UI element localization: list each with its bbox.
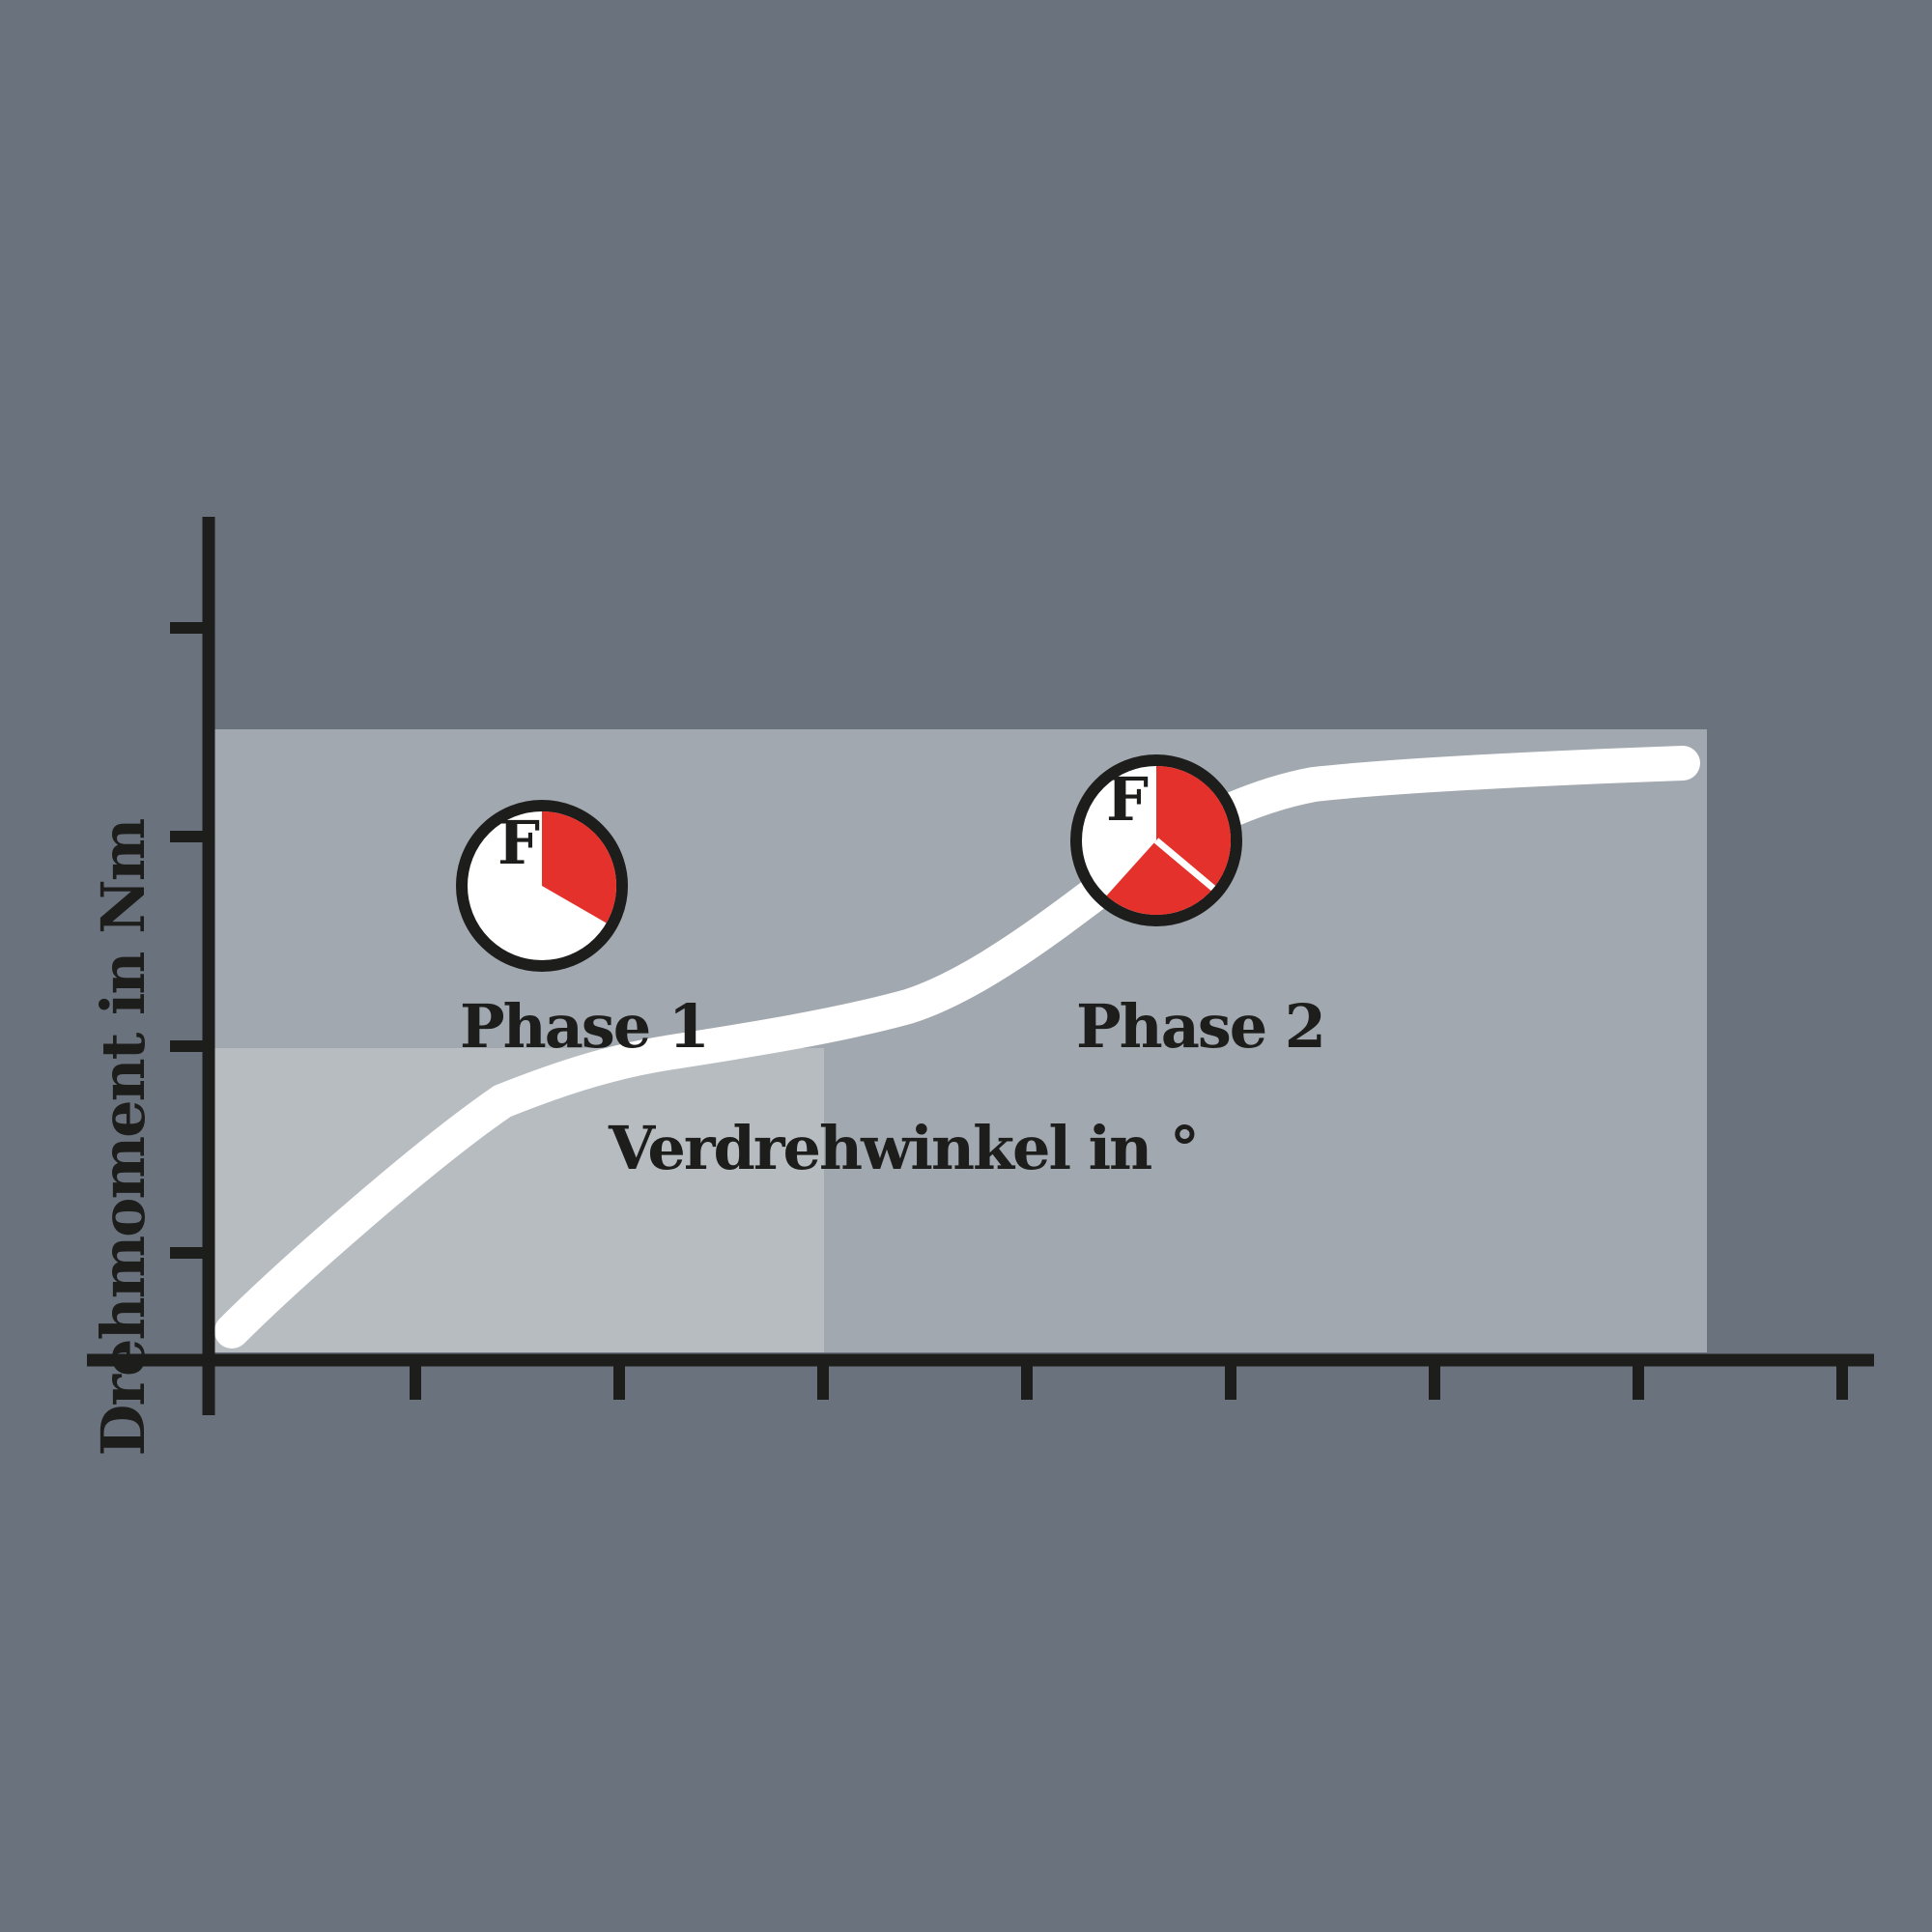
phase2-force-letter: F — [1106, 764, 1149, 835]
phase2-label: Phase 2 — [1076, 991, 1326, 1062]
y-axis-title: Drehmoment in Nm — [88, 819, 158, 1457]
phase1-force-pie-icon: F — [456, 800, 628, 972]
phase2-pie-divider — [1153, 838, 1216, 892]
torque-curve-line — [214, 746, 1700, 1349]
x-axis-title: Verdrehwinkel in ° — [609, 1113, 1200, 1183]
x-axis — [87, 1353, 1874, 1400]
y-axis — [170, 517, 215, 1415]
phase2-force-pie-icon: F — [1070, 754, 1242, 926]
phase1-label: Phase 1 — [460, 991, 710, 1062]
phase1-force-letter: F — [497, 808, 540, 878]
